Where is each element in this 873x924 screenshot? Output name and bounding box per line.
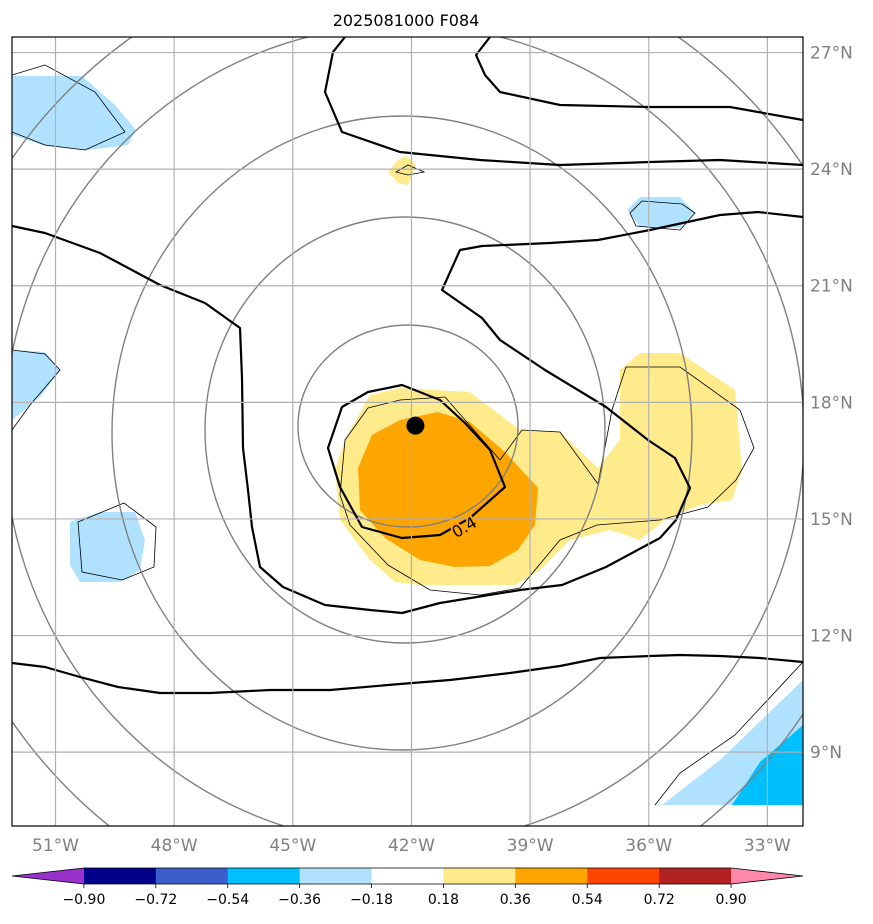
colorbar-tick-label: −0.36	[278, 892, 321, 908]
colorbar-tick-label: −0.90	[62, 892, 105, 908]
lat-tick-label: 15°N	[810, 510, 853, 530]
lat-tick-label: 27°N	[810, 44, 853, 64]
colorbar-segment	[227, 868, 301, 884]
lon-tick-label: 42°W	[388, 836, 435, 856]
lat-tick-label: 9°N	[810, 743, 842, 763]
colorbar-tick-label: 0.36	[500, 892, 531, 908]
orange-patch	[358, 412, 538, 567]
colorbar-tick-label: −0.72	[134, 892, 177, 908]
thick-contour-layer	[12, 37, 803, 695]
latitude-tick-labels: 9°N 12°N 15°N 18°N 21°N 24°N 27°N	[810, 44, 853, 764]
light-blue-patch-nw	[12, 76, 136, 150]
map-frame	[11, 36, 804, 827]
light-blue-patch-sw	[70, 512, 145, 582]
colorbar-segment	[371, 868, 444, 884]
colorbar-extend-low	[12, 868, 84, 884]
gray-contour-3	[111, 115, 693, 751]
thick-contour-south	[12, 653, 803, 695]
thin-contour-ne	[629, 200, 696, 231]
colorbar-segment	[587, 868, 660, 884]
yellow-patch-small	[388, 156, 416, 185]
colorbar-tick-label: −0.54	[206, 892, 249, 908]
colorbar-tick-label: 0.18	[428, 892, 459, 908]
colorbar-segment	[299, 868, 373, 884]
light-blue-patch-ne	[627, 197, 695, 228]
thick-contour-north-1	[323, 37, 803, 167]
lon-tick-label: 39°W	[507, 836, 554, 856]
colorbar-tick-label: 0.90	[716, 892, 747, 908]
colorbar-segment	[155, 868, 229, 884]
gray-contour-2	[204, 216, 606, 644]
figure-title: 2025081000 F084	[333, 11, 480, 30]
thin-contour-layer	[12, 64, 803, 806]
colorbar-segment	[659, 868, 732, 884]
lon-tick-label: 48°W	[151, 836, 198, 856]
thick-contour-east	[12, 210, 803, 615]
lat-tick-label: 12°N	[810, 627, 853, 647]
lon-tick-label: 45°W	[269, 836, 316, 856]
gray-contour-1	[297, 324, 519, 528]
thin-contour-nw	[12, 64, 126, 151]
colorbar-extend-high	[731, 868, 803, 884]
graticule	[12, 37, 803, 826]
shading-layer	[12, 76, 803, 805]
thin-contour-se	[654, 661, 803, 806]
lon-tick-label: 33°W	[744, 836, 791, 856]
lat-tick-label: 24°N	[810, 160, 853, 180]
thin-contour-main	[339, 366, 755, 596]
lat-tick-label: 21°N	[810, 277, 853, 297]
thin-contour-sw	[77, 502, 157, 581]
thick-contour-center	[326, 383, 507, 540]
lon-tick-label: 51°W	[32, 836, 79, 856]
thin-contour-west	[12, 349, 61, 431]
colorbar-tick-label: 0.54	[572, 892, 603, 908]
lat-tick-label: 18°N	[810, 393, 853, 413]
colorbar-segment	[515, 868, 588, 884]
storm-center-marker	[406, 416, 425, 435]
lon-tick-label: 36°W	[625, 836, 672, 856]
colorbar-tick-label: 0.72	[644, 892, 675, 908]
colorbar: −0.90 −0.72 −0.54 −0.36 −0.18 0.18 0.36 0.54 0.7…	[11, 867, 804, 908]
thin-contour-small	[394, 164, 426, 176]
longitude-tick-labels: 51°W 48°W 45°W 42°W 39°W 36°W 33°W	[32, 836, 791, 856]
colorbar-segment	[83, 868, 157, 884]
colorbar-tick-label: −0.18	[350, 892, 393, 908]
colorbar-segment	[443, 868, 516, 884]
